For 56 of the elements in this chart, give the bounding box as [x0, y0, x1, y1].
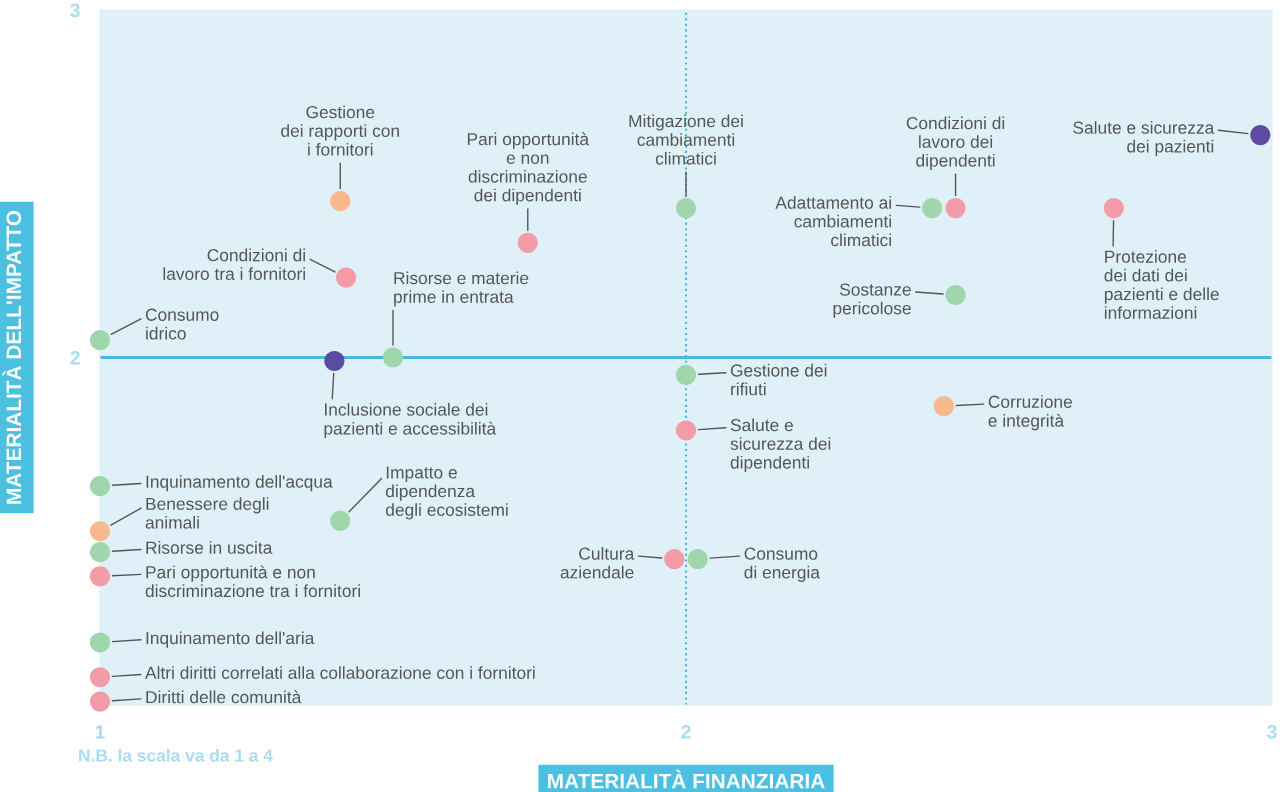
point [1103, 198, 1124, 219]
annotation: Gestione dei rifiuti [730, 363, 827, 396]
annotation: Protezione dei dati dei pazienti e delle informazioni [1104, 250, 1219, 319]
annotation: Benessere degli animali [145, 497, 269, 529]
annotation: Risorse e materie prime in entrata [394, 271, 529, 307]
annotation: Impatto e dipendenza degli ecosistemi [385, 466, 508, 520]
point [330, 510, 351, 531]
x-tick-label: 3 [1267, 724, 1277, 739]
annotation: Inclusione sociale dei pazienti e accessibilità [324, 402, 497, 439]
x-tick-label: 2 [681, 724, 691, 739]
point [89, 566, 111, 587]
point [89, 542, 111, 563]
annotation: Corruzione e integrità [988, 395, 1072, 431]
annotation: Condizioni di lavoro dei dipendenti [906, 116, 1005, 171]
annotation: Consumo di energia [744, 547, 820, 582]
point [382, 347, 404, 368]
x-tick-label: 1 [95, 725, 105, 739]
annotation: Pari opportunità e non discriminazione tra i fornitori [145, 565, 360, 598]
annotation: Consumo idrico [145, 308, 219, 340]
point [922, 198, 943, 219]
point [89, 691, 111, 712]
annotation: Inquinamento dell'aria [146, 631, 315, 648]
point [945, 284, 966, 306]
point [933, 396, 954, 417]
point [517, 232, 538, 253]
annotation: Gestione dei rapporti con i fornitori [281, 105, 399, 156]
y-axis-title: MATERIALITÀ DELL'IMPATTO [2, 210, 22, 504]
point [336, 267, 357, 288]
point [675, 420, 697, 441]
annotation: Adattamento ai cambiamenti climatici [775, 196, 891, 247]
annotation: Salute e sicurezza dei dipendenti [730, 418, 831, 473]
point [324, 350, 345, 372]
point [89, 330, 111, 351]
point [664, 548, 685, 570]
annotation: Inquinamento dell'acqua [146, 475, 333, 492]
point [1250, 125, 1271, 146]
point [89, 521, 111, 542]
x-axis-title: MATERIALITÀ FINANZIARIA [548, 769, 825, 789]
point [89, 476, 111, 497]
annotation: Pari opportunità e non discriminazione dei dipendenti [467, 132, 590, 205]
annotation: Mitigazione dei cambiamenti climatici [629, 114, 743, 165]
annotation: Risorse in uscita [146, 541, 273, 554]
annotation: Altri diritti correlati alla collaborazione con i fornitori [145, 666, 535, 679]
point [687, 548, 708, 570]
annotation: Cultura aziendale [560, 547, 635, 579]
point [89, 632, 111, 653]
annotation: Condizioni di lavoro tra i fornitori [163, 248, 305, 281]
text: N.B. la scala va da 1 a 4 [79, 748, 273, 762]
point [89, 667, 111, 688]
annotation: Sostanze pericolose [833, 283, 911, 318]
annotation: Salute e sicurezza dei pazienti [1073, 121, 1215, 156]
point [330, 191, 351, 212]
point [675, 364, 697, 385]
point [675, 198, 697, 219]
annotation: Diritti delle comunità [146, 690, 302, 704]
point [945, 198, 966, 219]
